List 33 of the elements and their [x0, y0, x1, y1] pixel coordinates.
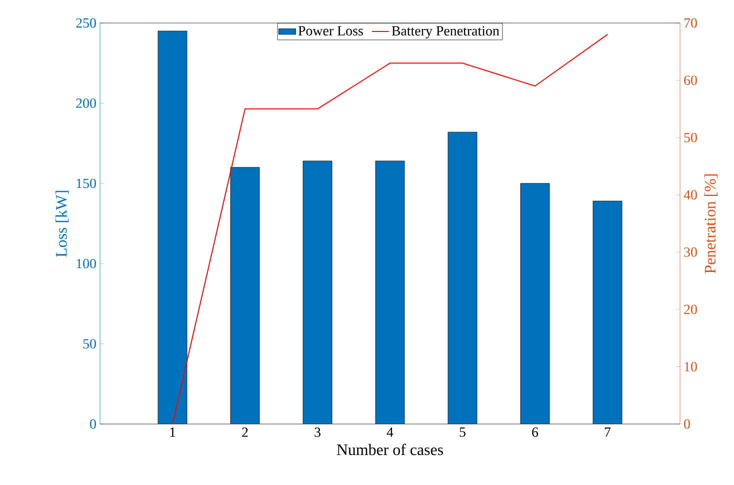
y2-tick-label: 30 — [684, 247, 697, 257]
bar — [376, 160, 404, 424]
y-axis-title: Loss [kW] — [56, 190, 69, 257]
x-axis-title: Number of cases — [336, 444, 443, 456]
bar — [303, 160, 332, 424]
y-tick-label: 50 — [83, 339, 96, 349]
bar — [448, 132, 477, 424]
y2-tick-label: 50 — [684, 132, 697, 142]
bar — [592, 200, 622, 424]
y-tick-label: 0 — [90, 419, 96, 429]
y-tick-label: 100 — [76, 258, 96, 268]
y2-tick-label: 60 — [684, 76, 697, 85]
x-tick-label: 4 — [386, 428, 394, 437]
bar — [230, 167, 260, 424]
y2-tick-label: 10 — [684, 362, 697, 372]
y-tick-label: 200 — [76, 98, 96, 108]
bar — [520, 183, 550, 424]
x-tick-label: 1 — [170, 428, 176, 437]
y2-tick-label: 70 — [684, 18, 697, 28]
y-tick-label: 250 — [76, 18, 96, 28]
x-tick-label: 7 — [604, 428, 611, 437]
legend-label: Battery Penetration — [392, 26, 500, 38]
x-tick-label: 2 — [242, 428, 248, 437]
legend-label: Power Loss — [298, 26, 363, 36]
x-tick-label: 6 — [532, 428, 538, 437]
y2-tick-label: 20 — [684, 304, 697, 314]
bar — [158, 31, 187, 424]
x-tick-label: 5 — [460, 428, 466, 437]
x-tick-label: 3 — [314, 428, 320, 437]
y2-tick-label: 0 — [684, 419, 690, 429]
y2-axis-title: Penetration [%] — [704, 174, 718, 274]
y-tick-label: 150 — [76, 178, 96, 188]
y2-tick-label: 40 — [684, 190, 697, 200]
